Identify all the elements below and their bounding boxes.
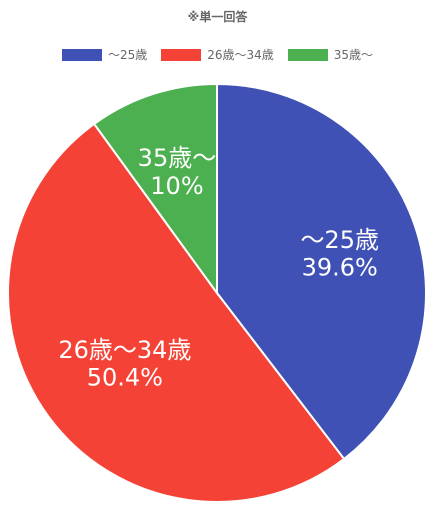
legend-item-35-plus[interactable]: 35歳～ bbox=[287, 46, 374, 63]
legend-swatch-under-25 bbox=[61, 48, 102, 61]
slice-label-26-34: 26歳～34歳 50.4% bbox=[58, 336, 191, 392]
slice-label-35-plus: 35歳～ 10% bbox=[138, 144, 217, 200]
legend-swatch-26-34 bbox=[161, 48, 202, 61]
slice-35-plus[interactable] bbox=[92, 82, 218, 297]
legend-label-under-25: ～25歳 bbox=[107, 48, 148, 62]
legend-label-26-34: 26歳～34歳 bbox=[207, 48, 274, 62]
legend-item-under-25[interactable]: ～25歳 bbox=[61, 46, 148, 63]
slice-under-25[interactable] bbox=[216, 82, 427, 461]
legend-item-26-34[interactable]: 26歳～34歳 bbox=[161, 46, 274, 63]
legend-swatch-35-plus bbox=[287, 48, 328, 61]
chart-legend: ～25歳 26歳～34歳 35歳～ bbox=[0, 46, 435, 63]
chart-title: ※単一回答 bbox=[187, 10, 248, 24]
legend-label-35-plus: 35歳～ bbox=[333, 48, 374, 62]
slice-label-under-25: ～25歳 39.6% bbox=[300, 226, 379, 282]
slice-26-34[interactable] bbox=[7, 122, 346, 503]
